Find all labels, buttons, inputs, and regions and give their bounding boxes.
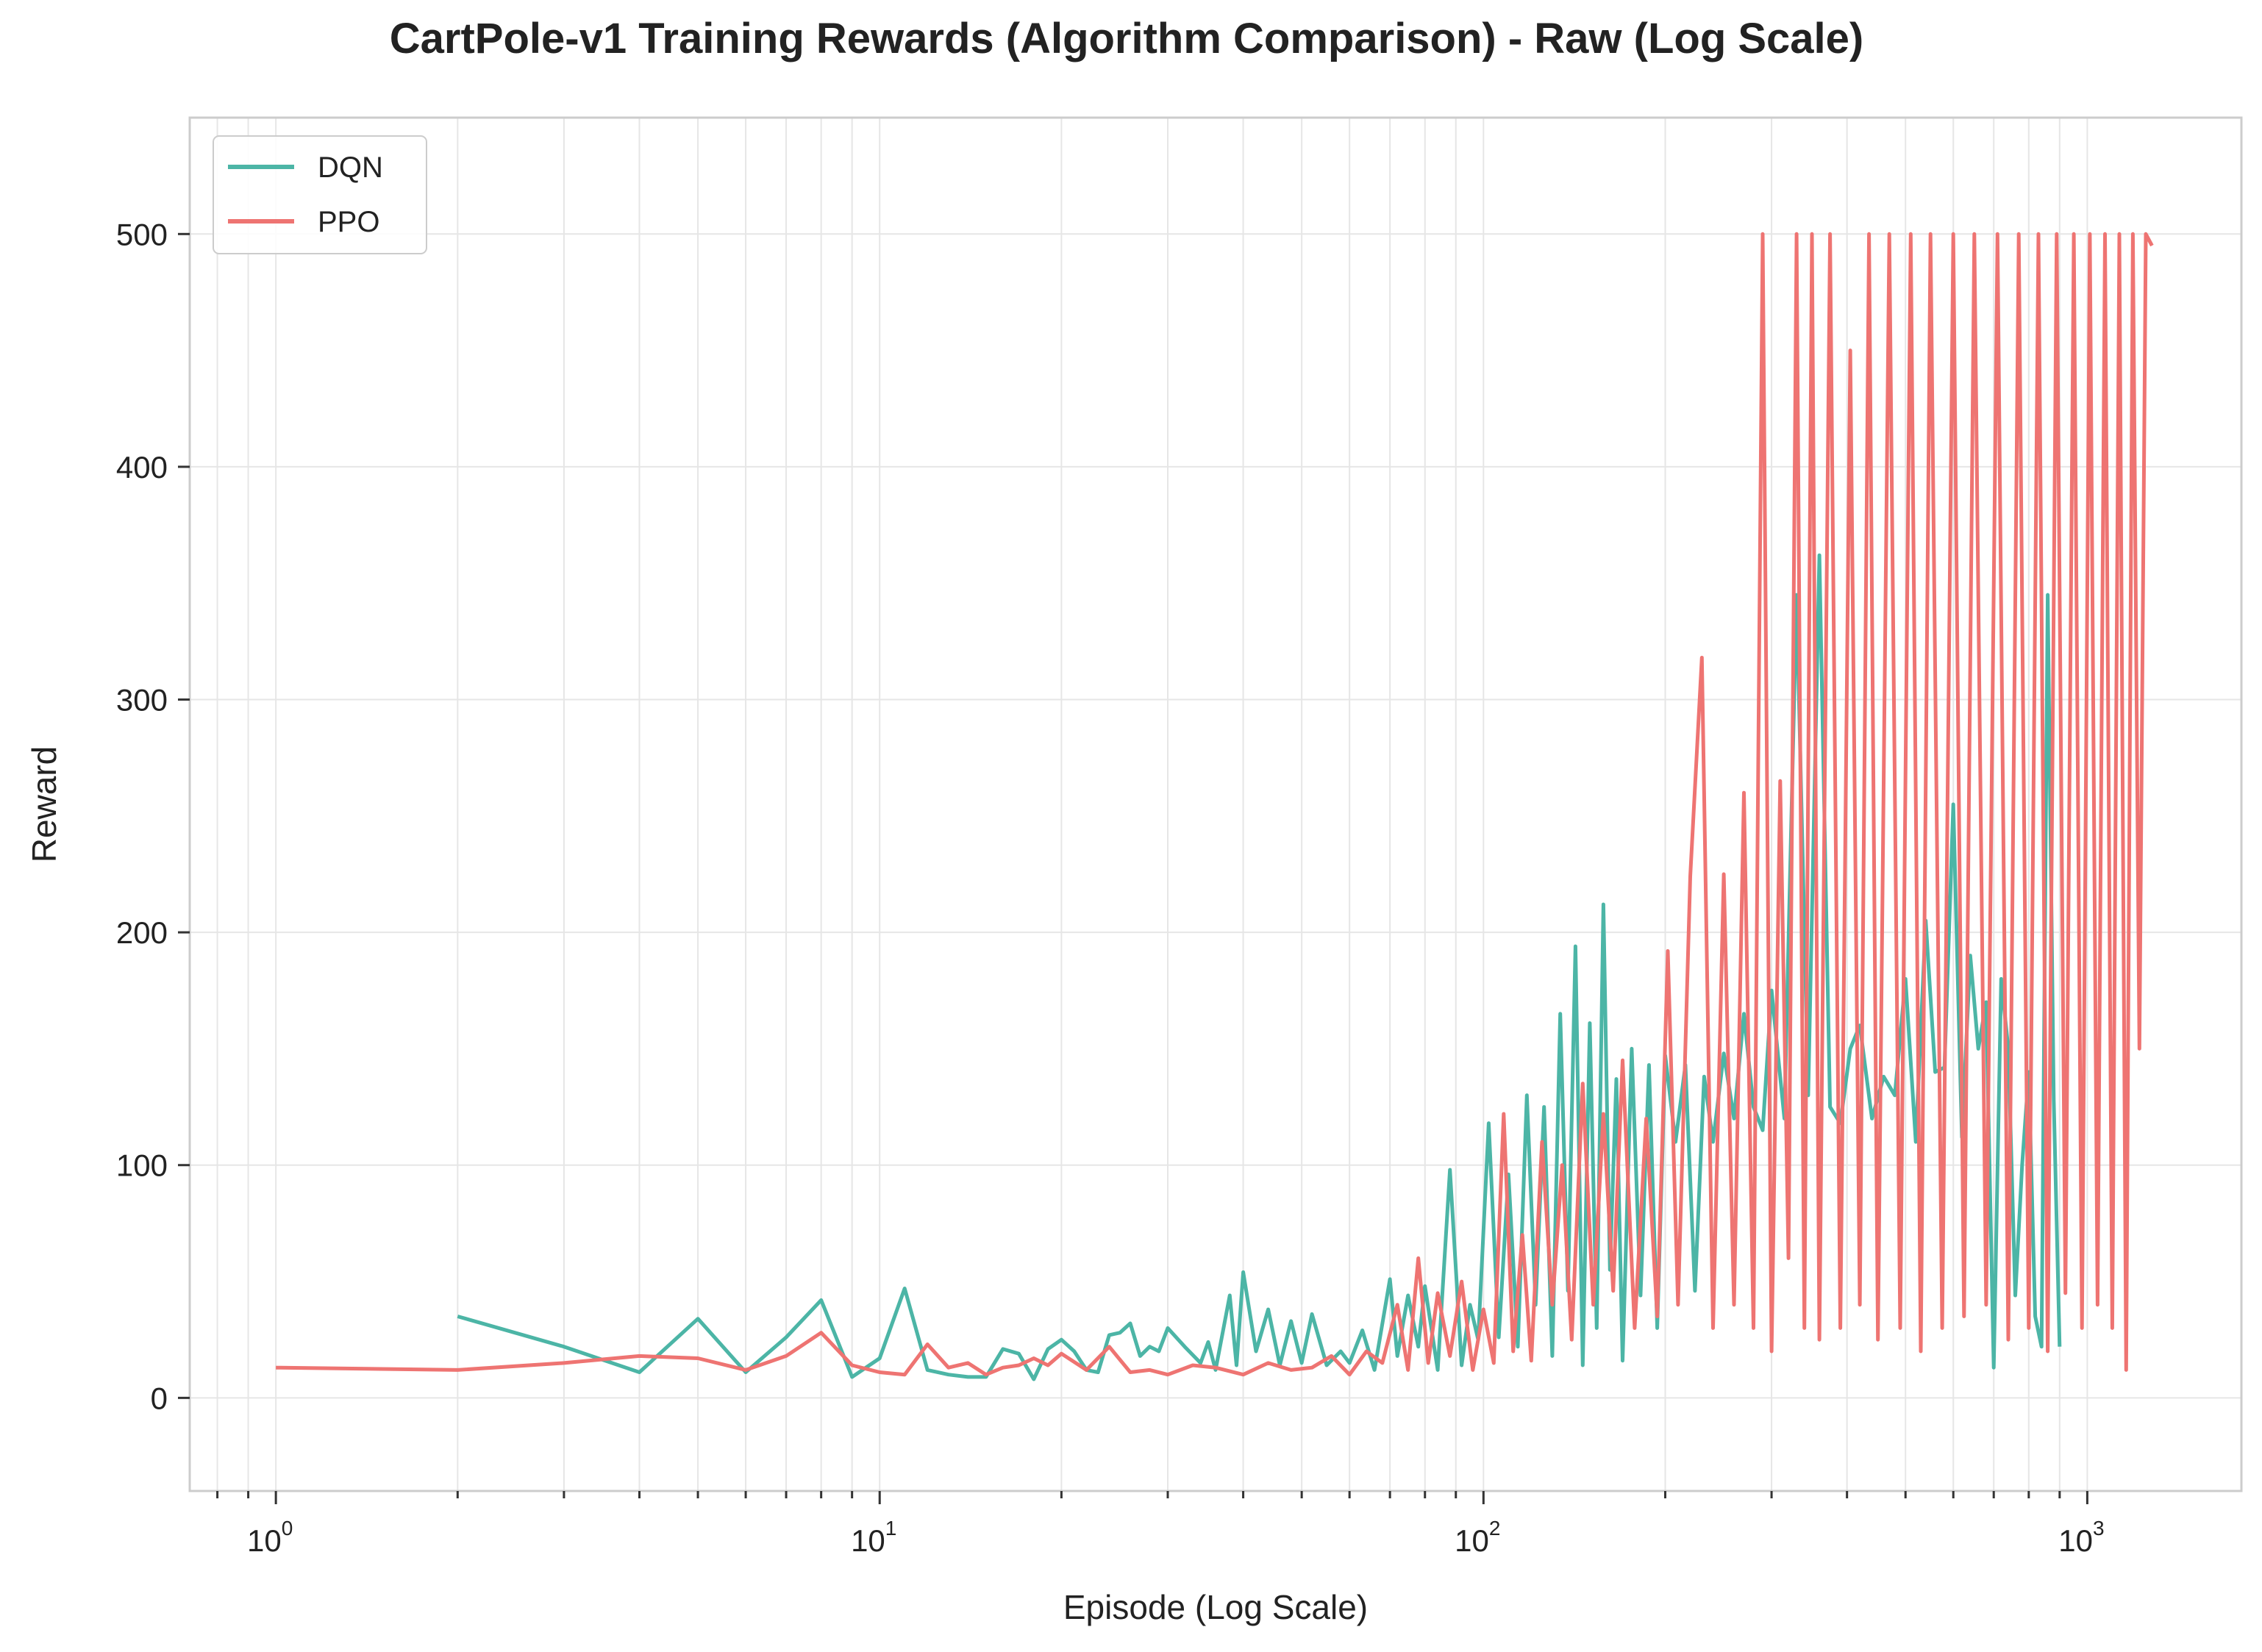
x-axis-label: Episode (Log Scale) bbox=[1063, 1588, 1368, 1626]
y-tick-label: 0 bbox=[151, 1381, 168, 1415]
y-tick-label: 100 bbox=[116, 1148, 168, 1183]
plot-frame bbox=[188, 116, 2243, 1492]
series-line-ppo bbox=[276, 232, 2154, 1377]
y-tick-label: 200 bbox=[116, 915, 168, 950]
x-tick-label: 102 bbox=[1455, 1517, 1500, 1558]
y-axis-label: Reward bbox=[25, 746, 63, 863]
series-layer bbox=[276, 232, 2154, 1381]
ticks: 0 100 200 300 400 500 100 101 102 103 bbox=[116, 217, 2105, 1558]
x-tick-label: 103 bbox=[2058, 1517, 2104, 1558]
y-tick-label: 500 bbox=[116, 217, 168, 251]
chart-title: CartPole-v1 Training Rewards (Algorithm … bbox=[390, 15, 1864, 62]
legend: DQN PPO bbox=[213, 135, 427, 254]
grid bbox=[190, 118, 2241, 1491]
legend-label-ppo: PPO bbox=[318, 206, 379, 238]
x-tick-label: 101 bbox=[851, 1517, 896, 1558]
x-tick-label: 100 bbox=[247, 1517, 293, 1558]
y-tick-label: 400 bbox=[116, 450, 168, 484]
y-tick-label: 300 bbox=[116, 683, 168, 718]
legend-label-dqn: DQN bbox=[318, 151, 383, 184]
